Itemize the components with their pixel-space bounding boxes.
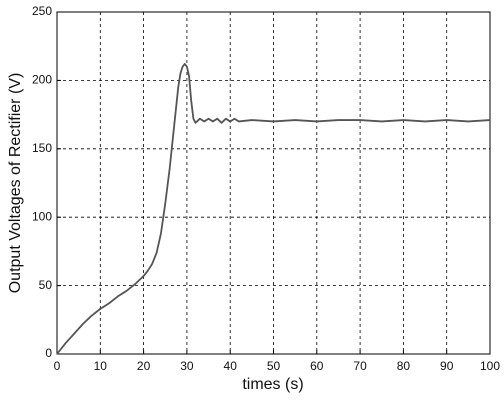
x-tick-label: 50 <box>267 359 281 373</box>
x-tick-label: 20 <box>137 359 151 373</box>
x-tick-label: 70 <box>353 359 367 373</box>
y-tick-label: 0 <box>45 346 52 360</box>
x-tick-label: 10 <box>94 359 108 373</box>
y-tick-label: 100 <box>32 209 52 223</box>
y-tick-label: 150 <box>32 141 52 155</box>
x-tick-label: 60 <box>310 359 324 373</box>
x-tick-label: 80 <box>397 359 411 373</box>
plot-frame <box>56 11 491 355</box>
x-tick-label: 40 <box>224 359 238 373</box>
y-axis-label: Output Voltages of Rectifier (V) <box>7 73 24 294</box>
data-line <box>56 63 491 355</box>
y-tick-label: 200 <box>32 73 52 87</box>
x-axis-label: times (s) <box>242 376 303 393</box>
y-tick-label: 50 <box>39 278 53 292</box>
x-tick-label: 0 <box>54 359 61 373</box>
x-tick-label: 30 <box>180 359 194 373</box>
y-tick-label: 250 <box>32 4 52 18</box>
x-tick-label: 100 <box>480 359 500 373</box>
x-tick-label: 90 <box>440 359 454 373</box>
